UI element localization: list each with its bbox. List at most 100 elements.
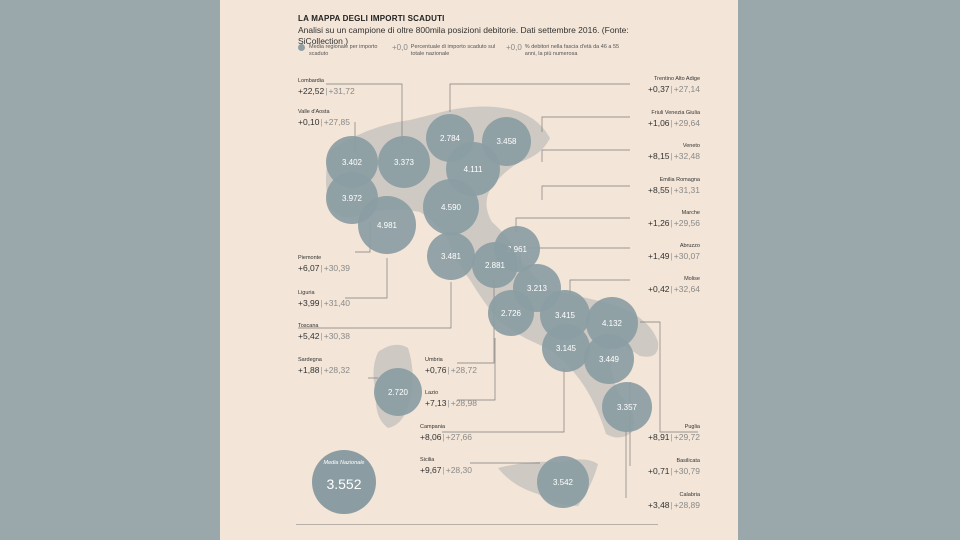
legend-debt: +0,0% debitori nella fascia d'età da 46 … [506,44,636,58]
region-label-molise: Molise +0,42|+32,64 [648,276,700,294]
region-name: Calabria [679,492,700,498]
region-pct: +3,99 [298,298,320,308]
leader-line-molise [569,279,630,295]
region-label-campania: Campania +8,06|+27,66 [420,424,472,442]
bottom-divider [296,524,658,525]
region-values: +1,88|+28,32 [298,365,350,375]
region-name: Basilicata [676,458,700,464]
region-values: +8,55|+31,31 [648,185,700,195]
leader-line-lazio [457,338,496,401]
region-debt: +32,64 [673,284,700,294]
region-name: Molise [684,276,700,282]
region-debt: +31,40 [323,298,350,308]
bubble-toscana: 3.481 [427,232,475,280]
legend-bubble: Media regionale per importo scaduto [298,44,388,58]
leader-line-toscana [298,282,452,329]
region-pct: +8,15 [648,151,670,161]
region-name: Umbria [425,357,443,363]
leader-line-trentino [449,83,630,112]
region-values: +8,91|+29,72 [648,432,700,442]
region-pct: +0,71 [648,466,670,476]
region-name: Sardegna [298,357,322,363]
region-values: +1,06|+29,64 [648,118,700,128]
region-name: Friuli Venezia Giulia [651,110,700,116]
region-label-valle-aosta: Valle d'Aosta +0,10|+27,85 [298,109,350,127]
region-values: +9,67|+28,30 [420,465,472,475]
region-label-friuli: Friuli Venezia Giulia +1,06|+29,64 [648,110,700,128]
region-name: Puglia [684,424,700,430]
region-pct: +1,49 [648,251,670,261]
region-debt: +27,14 [673,84,700,94]
legend-pct-label: Percentuale di importo scaduto sul total… [410,44,496,57]
national-average-circle: Media Nazionale 3.552 [312,450,376,514]
region-name: Sicilia [420,457,435,463]
legend-bubble-label: Media regionale per importo scaduto [309,44,378,57]
region-name: Lombardia [298,78,324,84]
leader-line-campania [442,368,565,433]
region-label-trentino: Trentino Alto Adige +0,37|+27,14 [648,76,700,94]
region-pct: +3,48 [648,500,670,510]
region-label-emilia: Emilia Romagna +8,55|+31,31 [648,177,700,195]
region-values: +1,26|+29,56 [648,218,700,228]
region-pct: +5,42 [298,331,320,341]
bubble-lazio: 2.726 [488,290,534,336]
bubble-lombardia: 3.373 [378,136,430,188]
region-values: +3,48|+28,89 [648,500,700,510]
national-average-label: Media Nazionale [323,460,365,466]
region-label-toscana: Toscana +5,42|+30,38 [298,323,350,341]
legend-pct: +0,0 Percentuale di importo scaduto sul t… [392,44,512,58]
region-debt: +30,79 [673,466,700,476]
region-debt: +30,38 [323,331,350,341]
region-label-sardegna: Sardegna +1,88|+28,32 [298,357,350,375]
region-pct: +8,06 [420,432,442,442]
region-name: Piemonte [298,255,322,261]
region-debt: +28,98 [450,398,477,408]
region-label-basilicata: Basilicata +0,71|+30,79 [648,458,700,476]
region-debt: +28,30 [445,465,472,475]
region-name: Campania [420,424,446,430]
region-name: Abruzzo [679,243,700,249]
leader-line-lombardia [326,83,403,145]
region-debt: +27,66 [445,432,472,442]
region-name: Valle d'Aosta [298,109,330,115]
region-pct: +8,55 [648,185,670,195]
region-values: +8,06|+27,66 [420,432,472,442]
region-name: Veneto [682,143,700,149]
region-label-lazio: Lazio +7,13|+28,98 [425,390,477,408]
legend-debt-num: +0,0 [506,43,522,52]
legend-dot-icon [298,44,305,51]
region-label-liguria: Liguria +3,99|+31,40 [298,290,350,308]
region-pct: +1,26 [648,218,670,228]
region-pct: +22,52 [298,86,325,96]
region-label-piemonte: Piemonte +6,07|+30,39 [298,255,350,273]
region-pct: +0,76 [425,365,447,375]
region-pct: +0,37 [648,84,670,94]
region-values: +22,52|+31,72 [298,86,355,96]
region-pct: +1,88 [298,365,320,375]
region-debt: +31,31 [673,185,700,195]
bubble-campania: 3.145 [542,324,590,372]
bubble-basilicata: 3.449 [584,334,634,384]
page-title: LA MAPPA DEGLI IMPORTI SCADUTI [298,14,445,23]
region-label-puglia: Puglia +8,91|+29,72 [648,424,700,442]
bubble-liguria: 4.981 [358,196,416,254]
leader-line-friuli [541,116,630,132]
bubble-emilia: 4.590 [423,179,479,235]
region-name: Liguria [298,290,315,296]
region-label-lombardia: Lombardia +22,52|+31,72 [298,78,355,96]
region-values: +5,42|+30,38 [298,331,350,341]
region-name: Marche [681,210,700,216]
region-values: +0,76|+28,72 [425,365,477,375]
infographic-page: LA MAPPA DEGLI IMPORTI SCADUTI Analisi s… [220,0,738,540]
region-debt: +32,48 [673,151,700,161]
region-label-sicilia: Sicilia +9,67|+28,30 [420,457,472,475]
region-values: +3,99|+31,40 [298,298,350,308]
region-pct: +0,42 [648,284,670,294]
region-values: +6,07|+30,39 [298,263,350,273]
region-debt: +28,32 [323,365,350,375]
region-pct: +7,13 [425,398,447,408]
region-label-abruzzo: Abruzzo +1,49|+30,07 [648,243,700,261]
region-values: +7,13|+28,98 [425,398,477,408]
region-values: +8,15|+32,48 [648,151,700,161]
region-pct: +9,67 [420,465,442,475]
